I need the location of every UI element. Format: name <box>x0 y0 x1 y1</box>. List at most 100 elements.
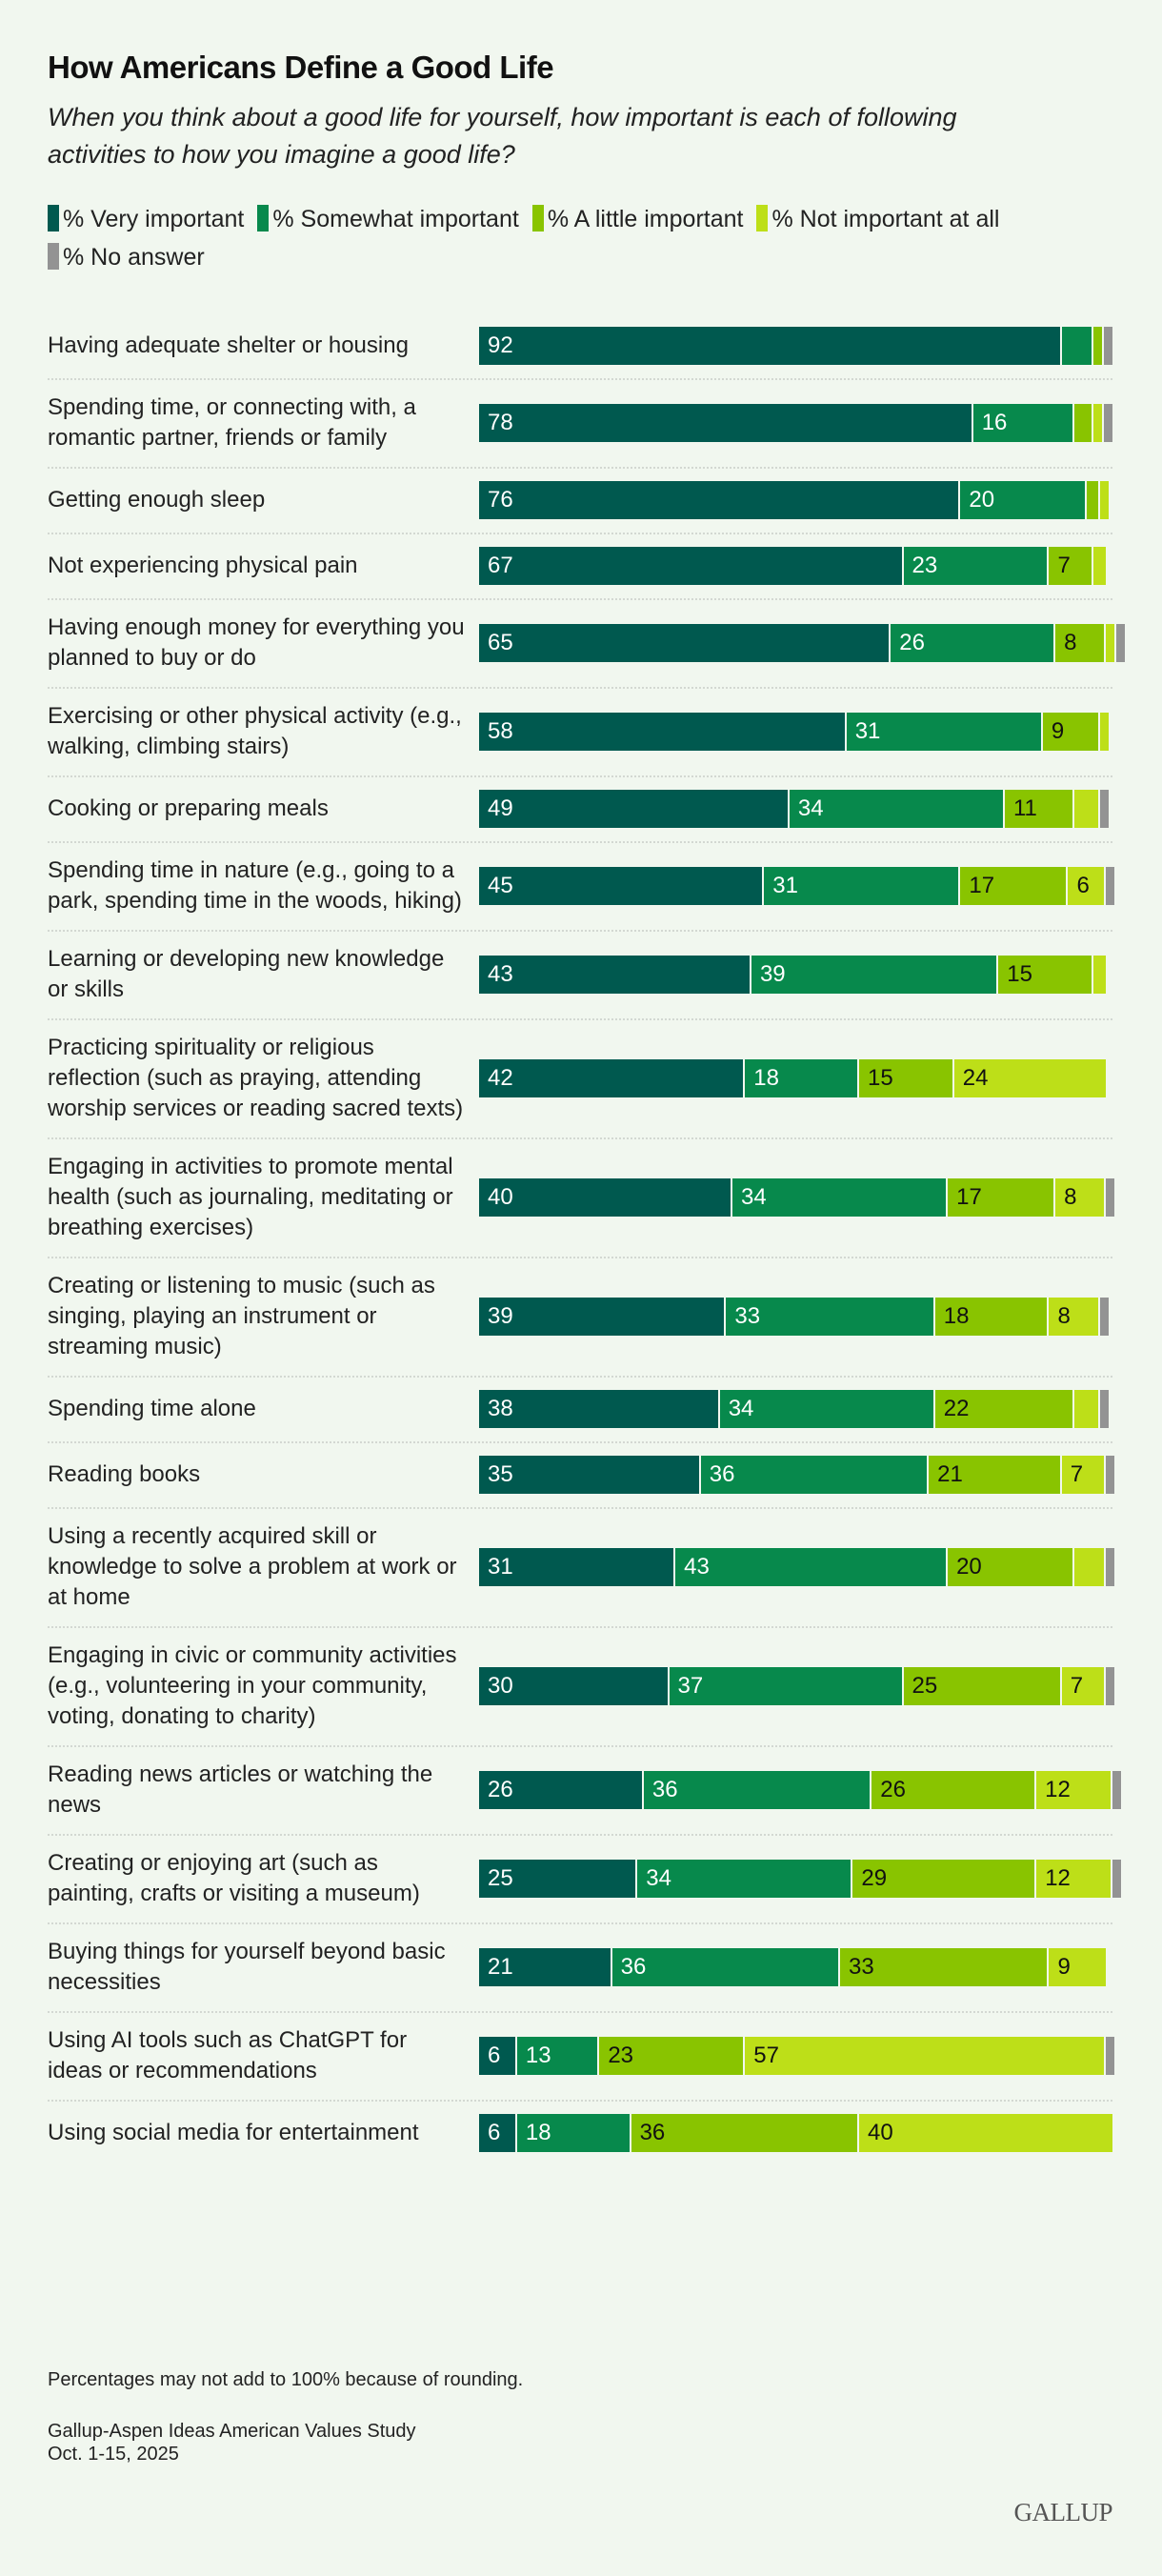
data-label: 6 <box>488 2043 501 2068</box>
bar-segment-not-important-at-all <box>1093 547 1107 585</box>
legend-item: % Not important at all <box>756 205 999 232</box>
data-label: 67 <box>488 553 513 578</box>
bar-segment-not-important-at-all: 7 <box>1061 1667 1107 1705</box>
bar-segment-very-important: 78 <box>479 404 973 442</box>
bar-segment-no-answer <box>1106 1178 1115 1217</box>
data-label: 65 <box>488 630 513 655</box>
bar-segment-somewhat-important: 34 <box>732 1178 949 1217</box>
source-name: Gallup-Aspen Ideas American Values Study <box>48 2421 416 2442</box>
bar-segment-somewhat-important: 23 <box>903 547 1050 585</box>
bar-row: Using a recently acquired skill or knowl… <box>48 1509 1115 1628</box>
bar-segment-very-important: 38 <box>479 1390 720 1428</box>
data-label: 31 <box>488 1554 513 1580</box>
bar-segment-a-little-important: 15 <box>998 956 1094 994</box>
bar-row: Learning or developing new knowledge or … <box>48 932 1112 1020</box>
category-label: Cooking or preparing meals <box>48 795 329 821</box>
stacked-bar: 78 16 <box>479 404 1113 442</box>
bar-segment-somewhat-important: 34 <box>637 1860 853 1898</box>
bar-segment-somewhat-important: 31 <box>846 713 1043 751</box>
bar-segment-very-important: 25 <box>479 1860 638 1898</box>
bar-segment-no-answer <box>1112 1860 1121 1898</box>
bar-segment-a-little-important: 15 <box>858 1059 954 1097</box>
legend-item: % A little important <box>531 205 743 232</box>
bar-row: Creating or enjoying art (such as painti… <box>48 1836 1121 1924</box>
data-label: 12 <box>1045 1777 1071 1802</box>
stacked-bar: 92 <box>479 327 1113 365</box>
legend-swatch <box>257 205 270 231</box>
category-label: Buying things for yourself beyond basic … <box>48 1939 446 1995</box>
stacked-bar: 31 43 20 <box>479 1548 1115 1586</box>
bar-segment-no-answer <box>1099 790 1109 828</box>
data-label: 36 <box>651 1777 678 1802</box>
stacked-bar: 39 33 18 8 <box>479 1298 1109 1336</box>
data-label: 15 <box>1007 961 1032 987</box>
bar-segment-no-answer <box>1099 1298 1109 1336</box>
data-label: 16 <box>981 410 1008 435</box>
stacked-bar: 65 26 8 <box>479 624 1126 662</box>
data-label: 34 <box>646 1865 671 1891</box>
legend-swatch <box>756 205 769 231</box>
category-label: Creating or listening to music (such as … <box>48 1273 435 1359</box>
data-label: 35 <box>488 1461 513 1487</box>
bar-segment-very-important: 43 <box>479 956 751 994</box>
bar-segment-no-answer <box>1104 404 1113 442</box>
data-label: 92 <box>488 332 513 358</box>
data-label: 33 <box>849 1954 874 1980</box>
bar-row: Using AI tools such as ChatGPT for ideas… <box>48 2013 1115 2102</box>
data-label: 17 <box>969 873 995 898</box>
bar-row: Not experiencing physical pain 67 23 7 <box>48 534 1112 600</box>
data-label: 33 <box>734 1303 761 1329</box>
bar-segment-a-little-important: 20 <box>948 1548 1075 1586</box>
bar-segment-somewhat-important: 34 <box>789 790 1005 828</box>
stacked-bar: 76 20 <box>479 481 1109 519</box>
data-label: 36 <box>709 1461 735 1487</box>
category-label: Getting enough sleep <box>48 487 266 513</box>
data-label: 29 <box>861 1865 888 1891</box>
bar-segment-not-important-at-all <box>1099 481 1109 519</box>
source-date: Oct. 1-15, 2025 <box>48 2444 179 2465</box>
data-label: 25 <box>912 1673 938 1699</box>
bar-row: Reading news articles or watching the ne… <box>48 1747 1121 1836</box>
bar-row: Using social media for entertainment 6 18 3… <box>48 2102 1112 2165</box>
legend-swatch <box>48 205 59 231</box>
data-label: 36 <box>620 1954 647 1980</box>
bar-segment-very-important: 92 <box>479 327 1062 365</box>
bar-segment-a-little-important: 23 <box>599 2037 746 2075</box>
data-label: 58 <box>488 718 513 744</box>
bar-segment-very-important: 35 <box>479 1456 701 1494</box>
bar-segment-a-little-important <box>1093 327 1105 365</box>
bar-row: Having adequate shelter or housing 92 <box>48 314 1113 380</box>
data-label: 22 <box>943 1396 970 1421</box>
bar-segment-not-important-at-all: 8 <box>1055 1178 1107 1217</box>
bar-segment-not-important-at-all <box>1074 1390 1100 1428</box>
data-label: 34 <box>741 1184 767 1210</box>
bar-segment-not-important-at-all <box>1093 956 1107 994</box>
legend-item: % Somewhat important <box>257 205 519 232</box>
bar-segment-not-important-at-all <box>1106 624 1117 662</box>
chart-subtitle: When you think about a good life for you… <box>48 103 957 169</box>
data-label: 26 <box>488 1777 513 1802</box>
bar-segment-not-important-at-all: 9 <box>1049 1948 1107 1986</box>
data-label: 8 <box>1057 1303 1071 1329</box>
category-label: Learning or developing new knowledge or … <box>48 946 445 1002</box>
category-label: Reading books <box>48 1461 201 1487</box>
bar-segment-somewhat-important: 31 <box>764 867 961 905</box>
bar-segment-somewhat-important: 26 <box>891 624 1056 662</box>
stacked-bar: 30 37 25 7 <box>479 1667 1115 1705</box>
bar-segment-no-answer <box>1106 1456 1115 1494</box>
bar-segment-somewhat-important: 39 <box>751 956 999 994</box>
bar-segment-not-important-at-all: 57 <box>745 2037 1107 2075</box>
bar-segment-somewhat-important: 13 <box>516 2037 600 2075</box>
bar-segment-not-important-at-all <box>1093 404 1105 442</box>
bar-segment-very-important: 58 <box>479 713 847 751</box>
bar-segment-a-little-important: 21 <box>929 1456 1062 1494</box>
bar-segment-no-answer <box>1104 327 1113 365</box>
category-label: Spending time in nature (e.g., going to … <box>48 857 462 914</box>
data-label: 15 <box>867 1065 893 1091</box>
bar-row: Getting enough sleep 76 20 <box>48 469 1112 534</box>
bar-row: Creating or listening to music (such as … <box>48 1258 1112 1378</box>
stacked-bar: 42 18 15 24 <box>479 1059 1107 1097</box>
data-label: 39 <box>488 1303 513 1329</box>
data-label: 23 <box>608 2043 634 2068</box>
bar-segment-very-important: 39 <box>479 1298 727 1336</box>
